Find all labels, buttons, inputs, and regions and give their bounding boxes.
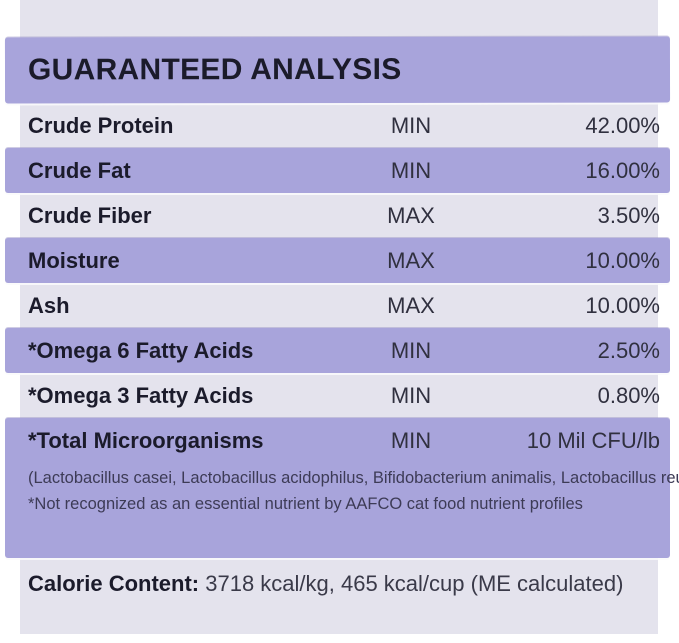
qualifier-cell: MIN bbox=[390, 427, 432, 453]
value-cell: 42.00% bbox=[585, 112, 660, 138]
value-cell: 2.50% bbox=[597, 337, 660, 363]
analysis-row: Ash MAX 10.00% bbox=[5, 283, 670, 328]
footnotes: (Lactobacillus casei, Lactobacillus acid… bbox=[5, 463, 679, 517]
analysis-row: Moisture MAX 10.00% bbox=[5, 238, 670, 283]
analysis-row: *Omega 6 Fatty Acids MIN 2.50% bbox=[5, 328, 670, 373]
value-cell: 10.00% bbox=[585, 247, 660, 273]
value-cell: 0.80% bbox=[597, 382, 660, 408]
footnote-aafco-disclaimer: *Not recognized as an essential nutrient… bbox=[28, 494, 583, 513]
page-title: GUARANTEED ANALYSIS bbox=[27, 52, 402, 87]
qualifier-cell: MAX bbox=[387, 202, 435, 228]
nutrient-label: *Omega 6 Fatty Acids bbox=[28, 337, 254, 363]
nutrient-label: Crude Fat bbox=[28, 157, 131, 183]
nutrient-label: *Total Microorganisms bbox=[28, 427, 264, 453]
qualifier-cell: MIN bbox=[390, 382, 432, 408]
nutrient-label: Crude Protein bbox=[28, 112, 174, 138]
analysis-row: Crude Fiber MAX 3.50% bbox=[5, 193, 670, 238]
value-cell: 10 Mil CFU/lb bbox=[526, 427, 660, 453]
analysis-row: *Omega 3 Fatty Acids MIN 0.80% bbox=[5, 373, 670, 418]
guaranteed-analysis-header-band: GUARANTEED ANALYSIS bbox=[4, 36, 671, 104]
value-cell: 16.00% bbox=[585, 157, 660, 183]
analysis-row: Crude Protein MIN 42.00% bbox=[5, 103, 670, 148]
analysis-row: *Total Microorganisms MIN 10 Mil CFU/lb bbox=[5, 418, 670, 463]
analysis-row: Crude Fat MIN 16.00% bbox=[5, 148, 670, 193]
nutrient-label: Crude Fiber bbox=[28, 202, 152, 228]
calorie-content-label: Calorie Content: bbox=[28, 571, 200, 596]
nutrient-label: Moisture bbox=[28, 247, 120, 273]
calorie-content-value: 3718 kcal/kg, 465 kcal/cup (ME calculate… bbox=[199, 571, 624, 596]
qualifier-cell: MIN bbox=[390, 157, 432, 183]
nutrient-label: Ash bbox=[28, 292, 70, 318]
microorganisms-section: *Total Microorganisms MIN 10 Mil CFU/lb (L… bbox=[5, 418, 679, 558]
footnote-probiotic-strains: (Lactobacillus casei, Lactobacillus acid… bbox=[28, 469, 679, 487]
calorie-content-line: Calorie Content: 3718 kcal/kg, 465 kcal/… bbox=[28, 571, 658, 597]
guaranteed-analysis-table: Crude Protein MIN 42.00% Crude Fat MIN 16.00%… bbox=[5, 103, 670, 418]
qualifier-cell: MAX bbox=[387, 247, 435, 273]
qualifier-cell: MAX bbox=[387, 292, 435, 318]
value-cell: 10.00% bbox=[585, 292, 660, 318]
qualifier-cell: MIN bbox=[390, 337, 432, 363]
value-cell: 3.50% bbox=[597, 202, 660, 228]
nutrient-label: *Omega 3 Fatty Acids bbox=[28, 382, 254, 408]
qualifier-cell: MIN bbox=[390, 112, 432, 138]
